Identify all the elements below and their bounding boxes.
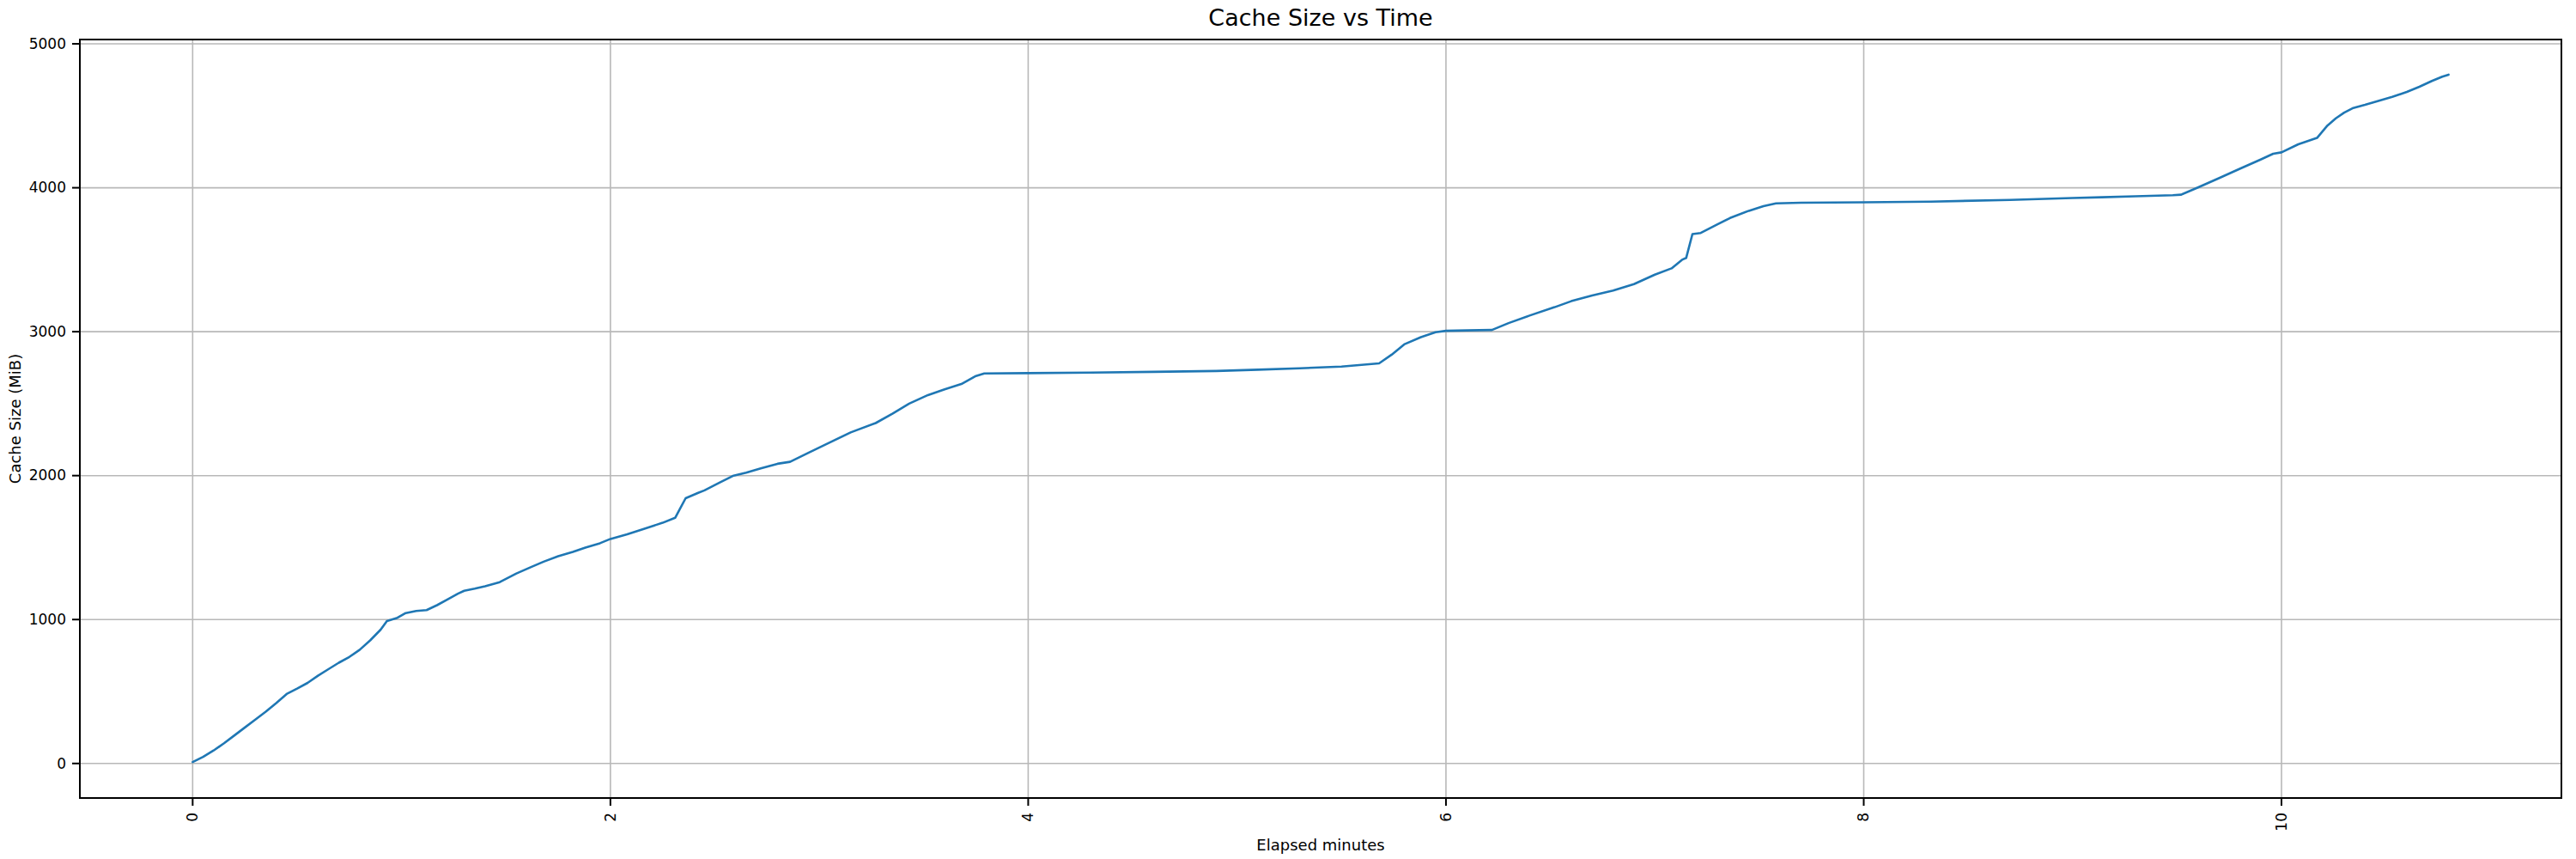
x-tick-label: 8 <box>1855 813 1872 822</box>
y-tick-label: 0 <box>57 755 66 772</box>
y-tick-label: 2000 <box>29 466 66 484</box>
series-line-cache-size <box>192 75 2448 762</box>
tick-layer: 0 1000 2000 3000 4000 5000 0 2 4 6 8 10 <box>29 35 2290 832</box>
series-layer <box>192 75 2448 762</box>
y-axis-label: Cache Size (MiB) <box>6 354 24 484</box>
y-tick-label: 5000 <box>29 35 66 52</box>
x-tick-label: 2 <box>602 813 619 822</box>
grid-layer <box>80 40 2561 798</box>
chart-canvas: 0 1000 2000 3000 4000 5000 0 2 4 6 8 10 Cache Size … <box>0 0 2576 859</box>
x-axis-label: Elapsed minutes <box>1256 836 1384 854</box>
y-tick-label: 1000 <box>29 611 66 628</box>
y-tick-label: 4000 <box>29 179 66 196</box>
chart-figure: 0 1000 2000 3000 4000 5000 0 2 4 6 8 10 Cache Size … <box>0 0 2576 859</box>
spine-layer <box>80 40 2561 798</box>
x-tick-label: 4 <box>1019 813 1036 822</box>
x-tick-label: 10 <box>2273 813 2290 832</box>
plot-border <box>80 40 2561 798</box>
x-tick-label: 0 <box>184 813 201 822</box>
x-tick-label: 6 <box>1437 813 1455 822</box>
y-tick-label: 3000 <box>29 323 66 340</box>
chart-title: Cache Size vs Time <box>1208 4 1432 31</box>
